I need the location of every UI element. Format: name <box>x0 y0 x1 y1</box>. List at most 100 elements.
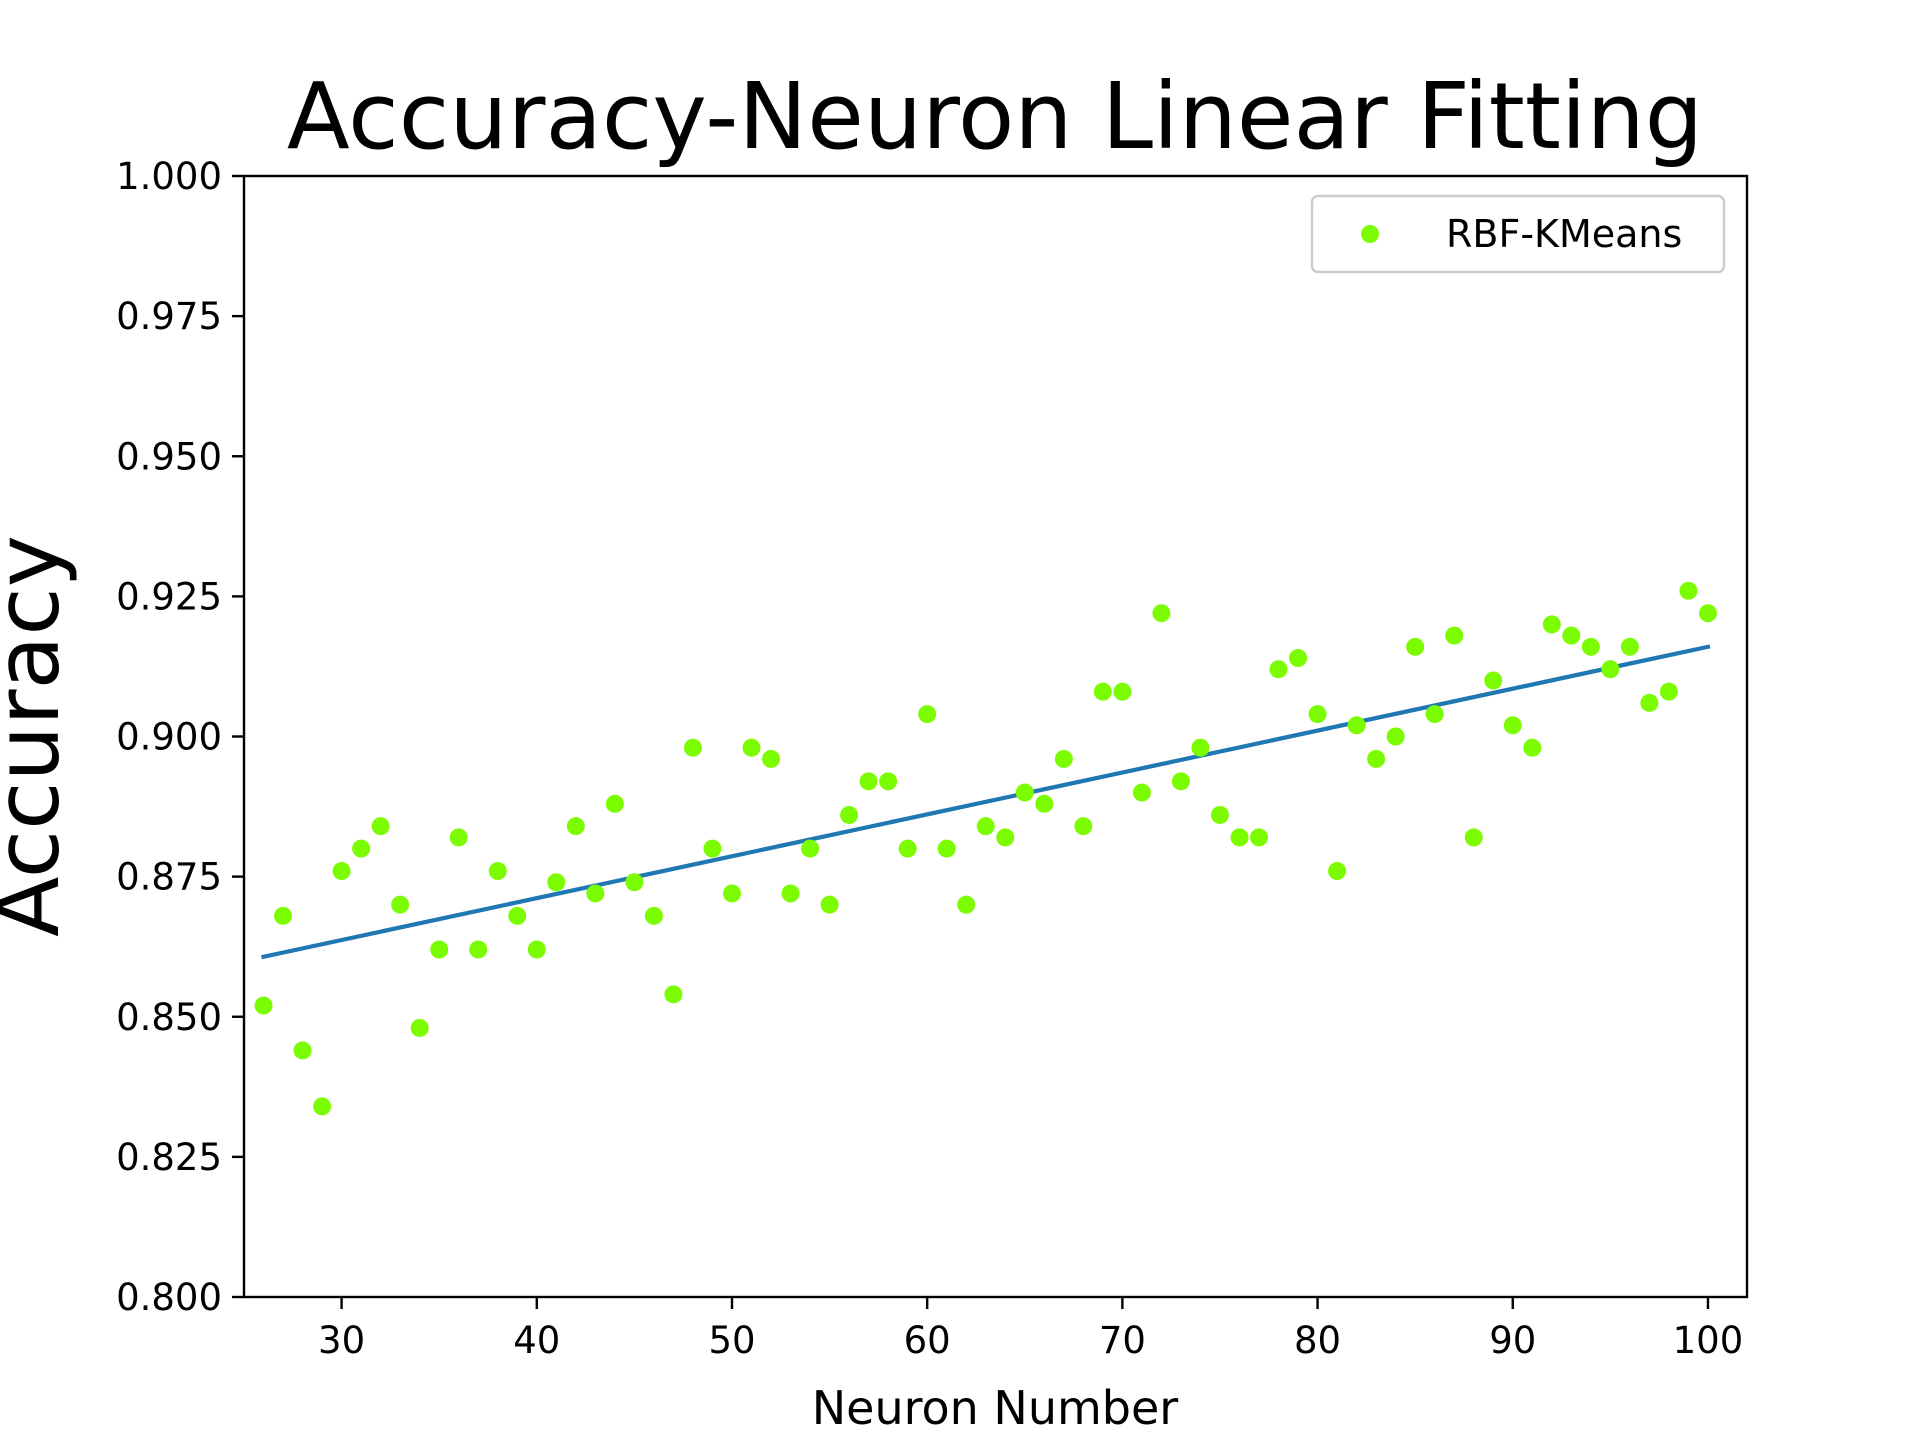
data-point <box>1328 862 1347 881</box>
data-point <box>254 996 273 1015</box>
data-point <box>918 705 937 724</box>
data-point <box>1191 738 1210 757</box>
data-point <box>1386 727 1405 746</box>
data-point <box>957 895 976 914</box>
y-tick-label: 0.850 <box>116 996 222 1039</box>
data-point <box>391 895 410 914</box>
data-point <box>742 738 761 757</box>
legend-frame <box>1310 194 1726 274</box>
y-tick-label: 1.000 <box>116 155 222 198</box>
data-point <box>683 738 702 757</box>
data-point <box>840 805 859 824</box>
x-tick-label: 100 <box>1673 1319 1744 1362</box>
legend-marker <box>1361 225 1379 243</box>
y-tick-label: 0.800 <box>116 1276 222 1319</box>
data-point <box>1659 682 1678 701</box>
legend: RBF-KMeans <box>1310 194 1726 274</box>
x-tick-label: 90 <box>1489 1319 1536 1362</box>
data-point <box>371 817 390 836</box>
data-point <box>781 884 800 903</box>
data-point <box>1581 637 1600 656</box>
y-tick-label: 0.825 <box>116 1136 222 1179</box>
data-point <box>1250 828 1269 847</box>
data-point <box>644 906 663 925</box>
x-tick-label: 30 <box>318 1319 365 1362</box>
y-axis: 0.800 0.825 0.850 0.875 0.900 0.925 0.950 0.975… <box>116 155 244 1319</box>
data-point <box>898 839 917 858</box>
data-point <box>1269 660 1288 679</box>
data-point <box>664 985 683 1004</box>
legend-label-rbf-kmeans: RBF-KMeans <box>1446 212 1682 256</box>
data-point <box>762 749 781 768</box>
data-point <box>352 839 371 858</box>
data-point <box>293 1041 312 1060</box>
data-point <box>1679 581 1698 600</box>
data-point <box>820 895 839 914</box>
data-point <box>1601 660 1620 679</box>
data-point <box>449 828 468 847</box>
data-point <box>1347 716 1366 735</box>
data-point <box>430 940 449 959</box>
data-point <box>722 884 741 903</box>
x-tick-label: 40 <box>513 1319 560 1362</box>
x-tick-label: 80 <box>1294 1319 1341 1362</box>
data-point <box>1171 772 1190 791</box>
data-point <box>1640 693 1659 712</box>
y-axis-label: Accuracy <box>0 535 79 937</box>
data-point <box>1308 705 1327 724</box>
data-point <box>801 839 820 858</box>
data-point <box>703 839 722 858</box>
y-tick-label: 0.925 <box>116 575 222 618</box>
data-point <box>1113 682 1132 701</box>
fit-line <box>261 644 1711 960</box>
data-point <box>1406 637 1425 656</box>
data-point <box>1562 626 1581 645</box>
data-point <box>547 873 566 892</box>
data-point <box>1289 649 1308 668</box>
chart-title: Accuracy-Neuron Linear Fitting <box>287 63 1703 170</box>
data-point <box>1464 828 1483 847</box>
data-point <box>1484 671 1503 690</box>
data-point <box>488 862 507 881</box>
data-point <box>1152 604 1171 623</box>
data-point <box>1132 783 1151 802</box>
plot-frame <box>242 174 1749 1299</box>
y-tick-label: 0.975 <box>116 295 222 338</box>
data-point <box>1093 682 1112 701</box>
data-points-layer <box>254 581 1717 1116</box>
data-point <box>1210 805 1229 824</box>
fit-line-layer <box>261 644 1711 960</box>
data-point <box>937 839 956 858</box>
data-point <box>1542 615 1561 634</box>
data-point <box>469 940 488 959</box>
data-point <box>1015 783 1034 802</box>
data-point <box>274 906 293 925</box>
y-tick-label: 0.950 <box>116 435 222 478</box>
plot-area <box>242 174 1749 1299</box>
data-point <box>1445 626 1464 645</box>
data-point <box>1523 738 1542 757</box>
data-point <box>1620 637 1639 656</box>
data-point <box>1367 749 1386 768</box>
data-point <box>1035 794 1054 813</box>
data-point <box>508 906 527 925</box>
data-point <box>1074 817 1093 836</box>
data-point <box>625 873 644 892</box>
data-point <box>996 828 1015 847</box>
data-point <box>586 884 605 903</box>
data-point <box>879 772 898 791</box>
x-axis-label: Neuron Number <box>812 1381 1179 1435</box>
data-point <box>332 862 351 881</box>
y-tick-label: 0.900 <box>116 716 222 759</box>
x-tick-label: 70 <box>1099 1319 1146 1362</box>
data-point <box>605 794 624 813</box>
data-point <box>859 772 878 791</box>
data-point <box>410 1018 429 1037</box>
data-point <box>1425 705 1444 724</box>
x-axis: 30 40 50 60 70 80 90 100 <box>318 1297 1743 1362</box>
data-point <box>1230 828 1249 847</box>
data-point <box>527 940 546 959</box>
x-tick-label: 60 <box>904 1319 951 1362</box>
data-point <box>1054 749 1073 768</box>
